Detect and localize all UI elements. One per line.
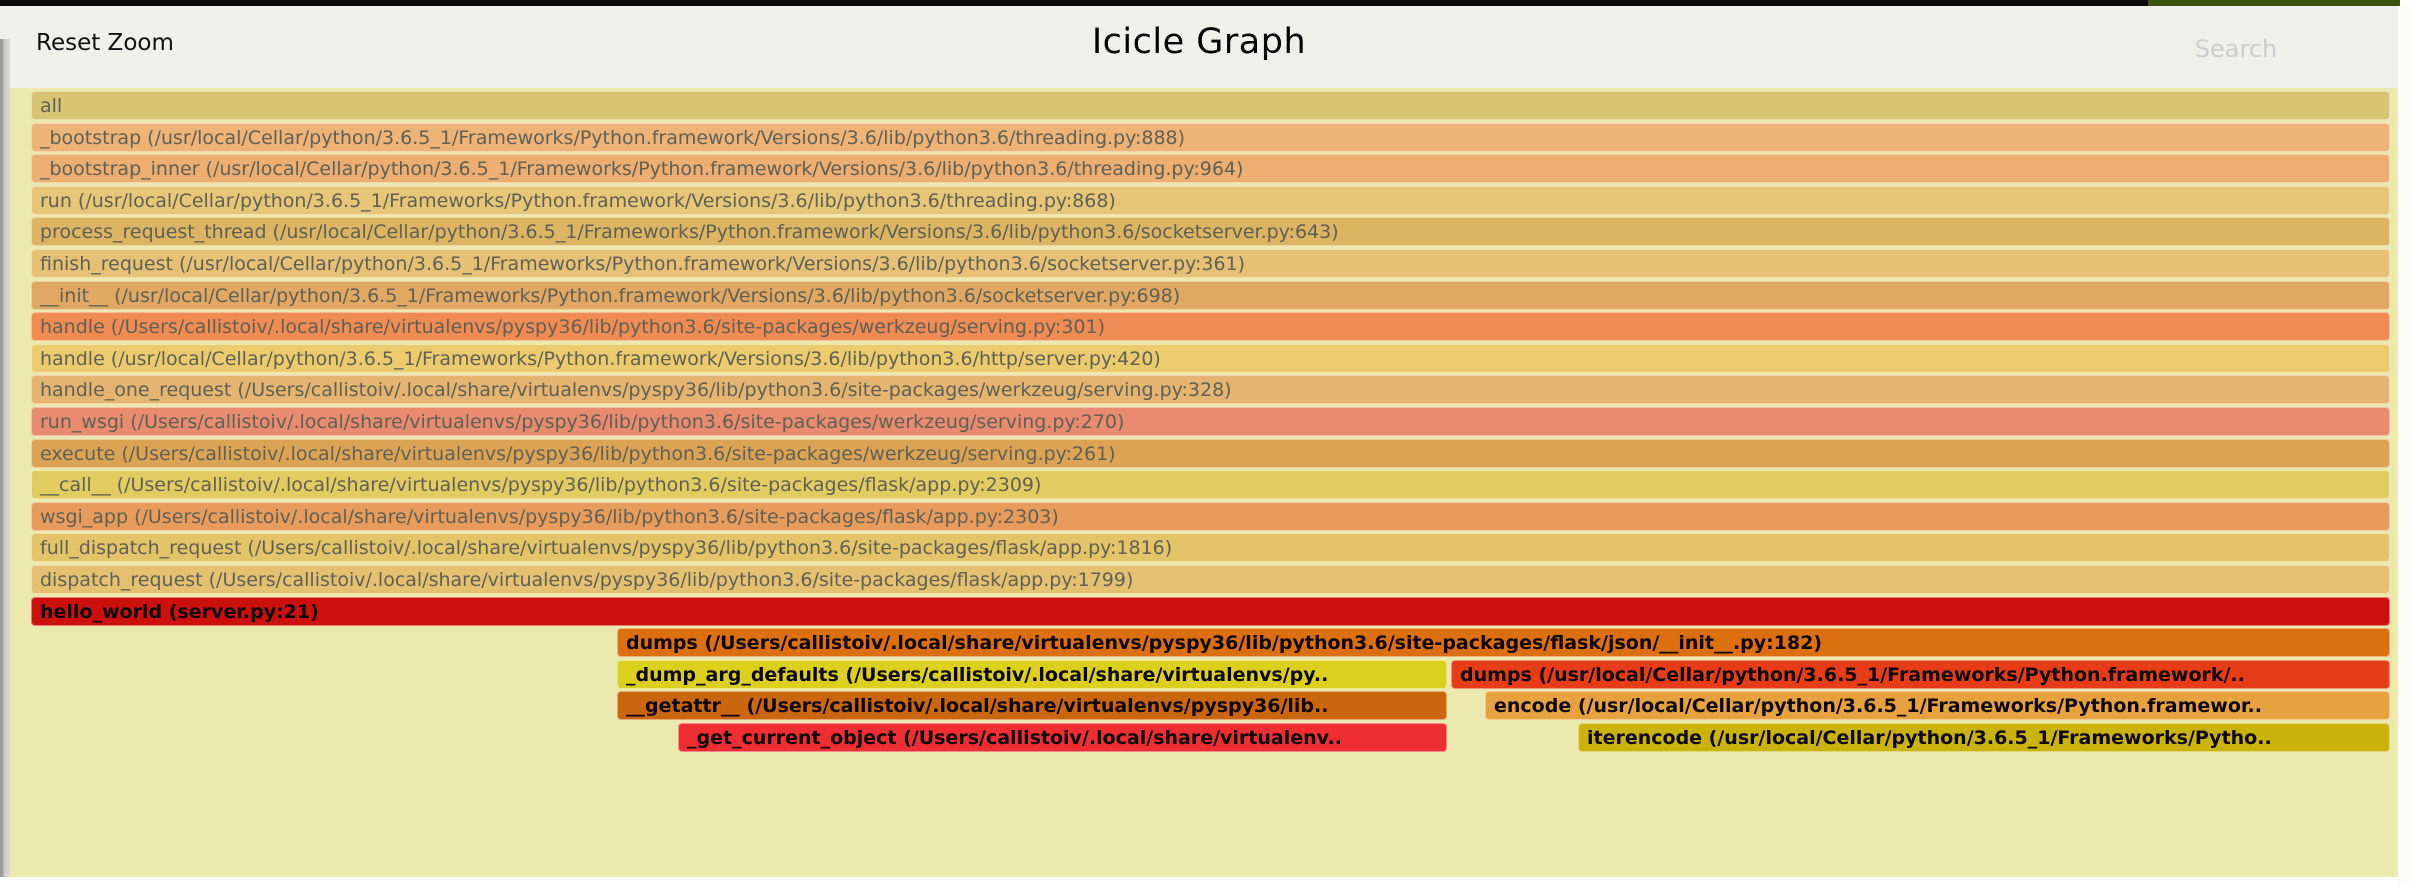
frame-bar[interactable]: _dump_arg_defaults (/Users/callistoiv/.l… [617,660,1447,689]
frame-bar[interactable]: all [31,91,2390,120]
frame-bar[interactable]: run_wsgi (/Users/callistoiv/.local/share… [31,407,2390,436]
frame-bar[interactable]: __getattr__ (/Users/callistoiv/.local/sh… [617,691,1447,720]
frame-bar[interactable]: handle (/Users/callistoiv/.local/share/v… [31,312,2390,341]
frame-bar[interactable]: dispatch_request (/Users/callistoiv/.loc… [31,565,2390,594]
icicle-graph: all _bootstrap (/usr/local/Cellar/python/… [0,88,2398,877]
reset-zoom-button[interactable]: Reset Zoom [36,30,174,56]
frame-bar[interactable]: full_dispatch_request (/Users/callistoiv… [31,533,2390,562]
frame-bar[interactable]: iterencode (/usr/local/Cellar/python/3.6… [1578,723,2390,752]
frame-bar[interactable]: _get_current_object (/Users/callistoiv/.… [678,723,1447,752]
frame-bar[interactable]: dumps (/Users/callistoiv/.local/share/vi… [617,628,2390,657]
toolbar: Reset Zoom Icicle Graph [0,6,2398,88]
window-top-edge [0,0,2148,6]
frame-bar[interactable]: dumps (/usr/local/Cellar/python/3.6.5_1/… [1451,660,2390,689]
window-top-edge-corner [2400,0,2410,6]
frame-bar[interactable]: encode (/usr/local/Cellar/python/3.6.5_1… [1485,691,2390,720]
frame-bar[interactable]: __call__ (/Users/callistoiv/.local/share… [31,470,2390,499]
frame-bar[interactable]: finish_request (/usr/local/Cellar/python… [31,249,2390,278]
frame-bar[interactable]: process_request_thread (/usr/local/Cella… [31,217,2390,246]
window-bottom-edge [0,877,2398,886]
frame-bar[interactable]: hello_world (server.py:21) [31,597,2390,626]
frame-bar[interactable]: run (/usr/local/Cellar/python/3.6.5_1/Fr… [31,186,2390,215]
frame-bar[interactable]: execute (/Users/callistoiv/.local/share/… [31,439,2390,468]
frame-bar[interactable]: handle (/usr/local/Cellar/python/3.6.5_1… [31,344,2390,373]
window-right-edge [2398,6,2410,886]
window-top-edge-green [2148,0,2400,6]
page-title: Icicle Graph [1091,22,1307,62]
left-scrollbar-track [0,39,10,877]
search-input[interactable] [2114,28,2358,70]
frame-bar[interactable]: handle_one_request (/Users/callistoiv/.l… [31,375,2390,404]
frame-bar[interactable]: __init__ (/usr/local/Cellar/python/3.6.5… [31,281,2390,310]
frame-bar[interactable]: _bootstrap (/usr/local/Cellar/python/3.6… [31,123,2390,152]
frame-bar[interactable]: _bootstrap_inner (/usr/local/Cellar/pyth… [31,154,2390,183]
frame-bar[interactable]: wsgi_app (/Users/callistoiv/.local/share… [31,502,2390,531]
